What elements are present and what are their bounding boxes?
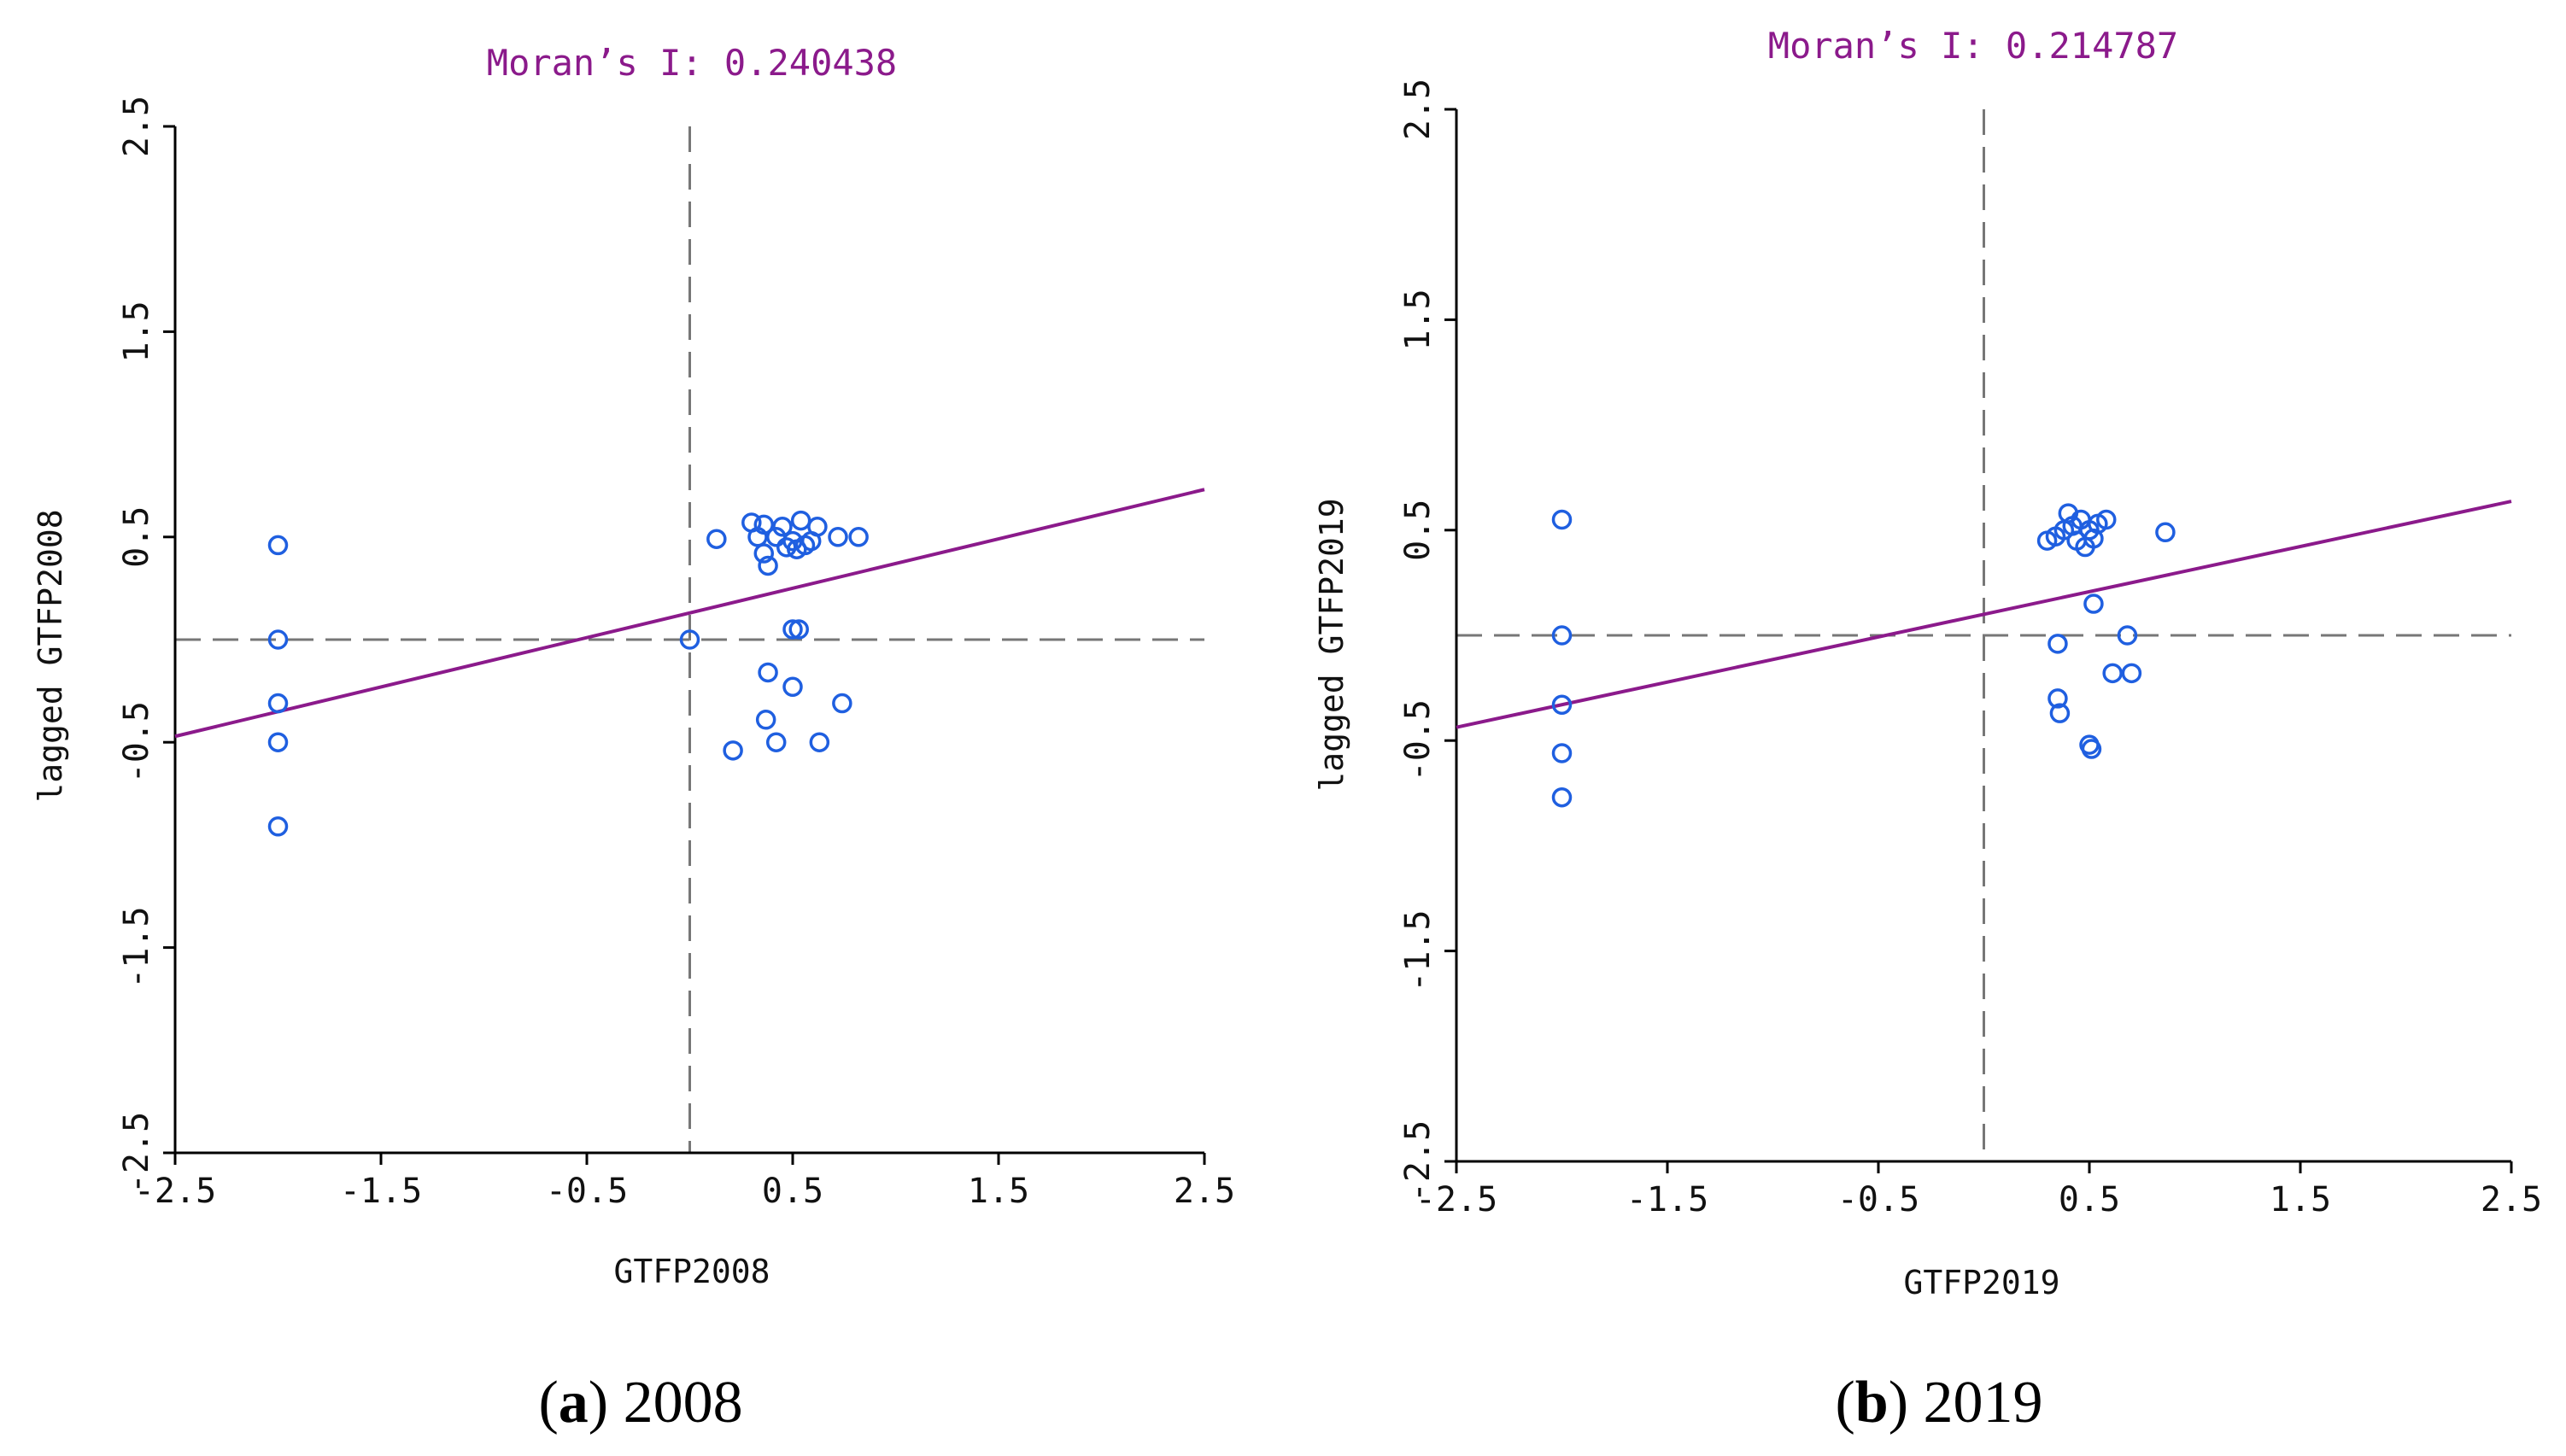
- y-tick-label: 2.5: [1398, 79, 1438, 140]
- y-tick-label: -1.5: [117, 906, 156, 988]
- y-tick-label: -0.5: [1398, 699, 1438, 781]
- data-point: [788, 619, 809, 640]
- caption-year: 2008: [608, 1370, 743, 1436]
- moran-title: Moran’s I: 0.214787: [1768, 25, 2178, 67]
- data-point: [706, 529, 727, 549]
- data-point: [2083, 594, 2104, 614]
- data-point: [1551, 786, 1573, 808]
- data-point: [1551, 694, 1573, 716]
- data-point: [832, 693, 852, 714]
- x-tick-label: 0.5: [2059, 1180, 2120, 1219]
- data-point: [755, 710, 776, 730]
- y-tick-label: 0.5: [117, 506, 156, 568]
- data-point: [267, 693, 289, 714]
- plot-area: -2.5 -1.5 -0.5 0.5 1.5 2.5 -2.5 -1.5 -0.5 0.5 1.5 2…: [117, 96, 1235, 1211]
- data-point: [1551, 743, 1573, 763]
- y-tick-label: 1.5: [117, 301, 156, 362]
- caption-year: 2019: [1908, 1370, 2043, 1436]
- y-tick-label: 2.5: [117, 96, 156, 157]
- data-point: [2121, 663, 2142, 684]
- data-point: [753, 514, 775, 535]
- data-point: [765, 732, 787, 752]
- data-point: [267, 629, 289, 650]
- y-tick-label: -0.5: [117, 701, 156, 783]
- panel-2008: Moran’s I: 0.240438 lagged GTFP2008 GTFP…: [32, 42, 1235, 1436]
- y-tick-label: -2.5: [117, 1112, 156, 1194]
- data-point: [679, 629, 700, 650]
- data-point: [2155, 522, 2176, 543]
- y-tick-label: -2.5: [1398, 1120, 1438, 1202]
- moran-title: Moran’s I: 0.240438: [487, 42, 897, 84]
- y-axis-label: lagged GTFP2019: [1313, 498, 1350, 791]
- data-point: [267, 535, 289, 556]
- data-point: [790, 510, 811, 531]
- data-point: [772, 517, 793, 537]
- data-point: [758, 555, 778, 576]
- x-tick-label: -1.5: [1626, 1180, 1708, 1219]
- x-tick-label: 1.5: [2270, 1180, 2331, 1219]
- panel-caption: (b) 2019: [1835, 1370, 2042, 1436]
- x-tick-label: -0.5: [1837, 1180, 1919, 1219]
- data-point: [809, 732, 830, 752]
- y-tick-label: -1.5: [1398, 909, 1438, 991]
- data-point: [267, 732, 289, 752]
- data-point: [2048, 688, 2068, 709]
- data-point: [782, 676, 803, 698]
- y-tick-label: 0.5: [1398, 500, 1438, 561]
- data-point: [2048, 634, 2068, 654]
- data-point: [848, 527, 869, 547]
- x-tick-label: 1.5: [968, 1172, 1029, 1211]
- regression-line: [174, 488, 1205, 739]
- data-point: [807, 517, 828, 537]
- x-tick-label: -2.5: [1415, 1180, 1497, 1219]
- data-point: [2096, 509, 2117, 530]
- x-tick-label: 2.5: [1174, 1172, 1235, 1211]
- data-point: [753, 543, 775, 564]
- x-axis-label: GTFP2019: [1903, 1264, 2059, 1301]
- caption-letter: b: [1855, 1370, 1889, 1436]
- caption-letter: a: [559, 1370, 589, 1436]
- x-tick-label: 2.5: [2481, 1180, 2542, 1219]
- x-axis-label: GTFP2008: [613, 1253, 770, 1290]
- data-point: [782, 619, 803, 640]
- data-point: [2117, 625, 2138, 646]
- data-point: [828, 527, 848, 547]
- data-point: [723, 740, 743, 761]
- panel-2019: Moran’s I: 0.214787 lagged GTFP2019 GTFP…: [1313, 25, 2542, 1436]
- data-point: [776, 537, 797, 558]
- panel-caption: (a) 2008: [538, 1370, 742, 1436]
- data-point: [2049, 703, 2071, 723]
- x-tick-label: -2.5: [134, 1172, 216, 1211]
- data-point: [758, 662, 778, 683]
- data-point: [1551, 625, 1573, 646]
- y-axis-label: lagged GTFP2008: [32, 509, 69, 802]
- data-point: [1551, 509, 1573, 530]
- x-tick-label: -0.5: [546, 1172, 628, 1211]
- regression-line: [1456, 500, 2512, 729]
- y-tick-label: 1.5: [1398, 289, 1438, 350]
- x-tick-label: 0.5: [762, 1172, 823, 1211]
- data-point: [267, 816, 289, 837]
- x-tick-label: -1.5: [340, 1172, 422, 1211]
- plot-area: -2.5 -1.5 -0.5 0.5 1.5 2.5 -2.5 -1.5 -0.5 0.5 1.5 2…: [1398, 79, 2542, 1219]
- data-point: [2102, 663, 2123, 684]
- data-point: [2081, 739, 2102, 759]
